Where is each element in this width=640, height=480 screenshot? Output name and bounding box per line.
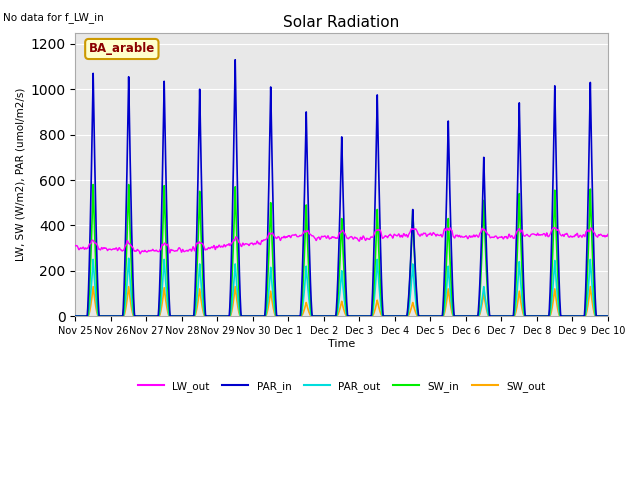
- SW_in: [90, 181, 97, 187]
- SW_out: [357, 313, 365, 319]
- PAR_in: [72, 313, 79, 319]
- PAR_in: [557, 313, 564, 319]
- SW_out: [557, 313, 564, 319]
- Title: Solar Radiation: Solar Radiation: [284, 15, 400, 30]
- LW_out: [136, 251, 144, 257]
- PAR_out: [572, 313, 580, 319]
- SW_out: [604, 313, 612, 319]
- LW_out: [72, 243, 79, 249]
- SW_in: [604, 313, 612, 319]
- Text: No data for f_LW_in: No data for f_LW_in: [3, 12, 104, 23]
- SW_in: [220, 313, 228, 319]
- PAR_in: [604, 313, 612, 319]
- SW_in: [557, 313, 564, 319]
- Y-axis label: LW, SW (W/m2), PAR (umol/m2/s): LW, SW (W/m2), PAR (umol/m2/s): [15, 88, 25, 261]
- LW_out: [446, 225, 454, 231]
- SW_out: [72, 313, 79, 319]
- Text: BA_arable: BA_arable: [89, 43, 155, 56]
- PAR_in: [231, 57, 239, 63]
- SW_in: [72, 313, 79, 319]
- PAR_out: [369, 311, 376, 317]
- Line: SW_in: SW_in: [76, 184, 608, 316]
- LW_out: [557, 232, 565, 238]
- PAR_in: [497, 313, 504, 319]
- Line: PAR_out: PAR_out: [76, 258, 608, 316]
- SW_out: [572, 313, 580, 319]
- X-axis label: Time: Time: [328, 338, 355, 348]
- PAR_out: [557, 313, 564, 319]
- SW_out: [497, 313, 504, 319]
- PAR_in: [572, 313, 580, 319]
- Line: PAR_in: PAR_in: [76, 60, 608, 316]
- LW_out: [220, 242, 228, 248]
- SW_out: [369, 313, 376, 319]
- SW_in: [357, 313, 365, 319]
- PAR_out: [357, 313, 365, 319]
- PAR_in: [220, 313, 228, 319]
- Line: LW_out: LW_out: [76, 228, 608, 254]
- LW_out: [357, 235, 365, 240]
- PAR_out: [497, 313, 504, 319]
- LW_out: [604, 231, 612, 237]
- Line: SW_out: SW_out: [76, 287, 608, 316]
- Legend: LW_out, PAR_in, PAR_out, SW_in, SW_out: LW_out, PAR_in, PAR_out, SW_in, SW_out: [134, 377, 549, 396]
- PAR_out: [72, 313, 79, 319]
- PAR_out: [125, 255, 132, 261]
- SW_in: [497, 313, 504, 319]
- PAR_out: [220, 313, 228, 319]
- SW_in: [369, 305, 376, 311]
- LW_out: [572, 232, 580, 238]
- SW_out: [220, 313, 228, 319]
- LW_out: [369, 234, 376, 240]
- PAR_in: [357, 313, 365, 319]
- SW_out: [90, 284, 97, 289]
- PAR_out: [604, 313, 612, 319]
- LW_out: [497, 234, 504, 240]
- PAR_in: [369, 290, 376, 296]
- SW_in: [572, 313, 580, 319]
